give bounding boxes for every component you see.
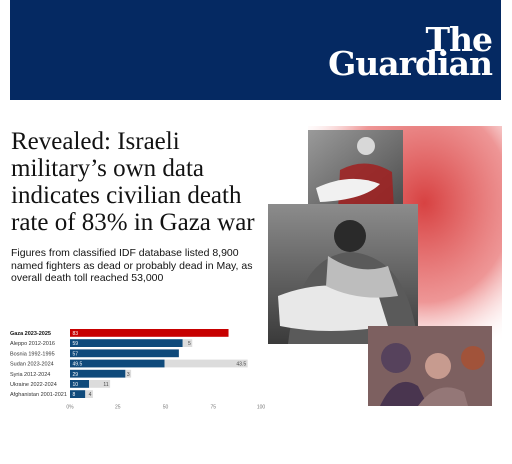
death-rate-chart: Gaza 2023-2025 83 Aleppo 2012-2016 59 5 Bosni…	[0, 322, 290, 412]
category-label-sudan-2023-2024: Sudan 2023-2024	[10, 362, 54, 368]
bar-remainder-syria-2012-2024	[125, 369, 132, 378]
bar-ukraine-2022-2024	[70, 380, 90, 388]
bar-value-label-gaza-2023-2025: 83	[73, 331, 79, 337]
bar-remainder-label-sudan-2023-2024: 43.5	[236, 362, 246, 368]
bar-remainder-sudan-2023-2024	[164, 359, 248, 368]
bar-remainder-afghanistan-2001-2021	[85, 390, 93, 398]
bar-syria-2012-2024	[70, 369, 126, 378]
photo-collage	[268, 126, 502, 409]
bar-afghanistan-2001-2021	[70, 390, 86, 398]
headline[interactable]: Revealed: Israeli military’s own data in…	[11, 128, 255, 236]
bar-value-label-bosnia-1992-1995: 57	[73, 351, 79, 357]
bar-remainder-label-afghanistan-2001-2021: 4	[89, 392, 92, 398]
bar-gaza-2023-2025	[70, 329, 229, 337]
masthead: The Guardian	[10, 0, 501, 100]
bar-value-label-afghanistan-2001-2021: 8	[73, 392, 76, 398]
standfirst: Figures from classified IDF database lis…	[11, 247, 253, 284]
x-tick-label-50: 50	[163, 404, 169, 410]
logo-line-guardian: Guardian	[328, 44, 493, 83]
bar-remainder-ukraine-2022-2024	[89, 380, 111, 388]
bar-value-label-ukraine-2022-2024: 10	[73, 382, 79, 388]
bar-remainder-label-ukraine-2022-2024: 11	[103, 382, 108, 388]
bar-aleppo-2012-2016	[70, 339, 183, 347]
bar-remainder-label-syria-2012-2024: 3	[127, 372, 130, 378]
category-label-bosnia-1992-1995: Bosnia 1992-1995	[10, 351, 55, 357]
x-tick-label-100: 100	[257, 404, 266, 410]
x-tick-label-25: 25	[115, 404, 121, 410]
photo-collage-illustration	[268, 126, 502, 409]
category-label-ukraine-2022-2024: Ukraine 2022-2024	[10, 382, 57, 388]
category-label-gaza-2023-2025: Gaza 2023-2025	[10, 331, 51, 337]
guardian-logo[interactable]: The Guardian	[328, 20, 493, 83]
bar-bosnia-1992-1995	[70, 349, 179, 358]
logo-line-the: The	[425, 20, 493, 59]
category-label-syria-2012-2024: Syria 2012-2024	[10, 372, 50, 378]
category-label-aleppo-2012-2016: Aleppo 2012-2016	[10, 341, 55, 347]
x-tick-label-75: 75	[210, 404, 216, 410]
category-label-afghanistan-2001-2021: Afghanistan 2001-2021	[10, 392, 67, 398]
x-tick-label-0: 0%	[66, 404, 74, 410]
bar-sudan-2023-2024	[70, 359, 165, 368]
bar-value-label-aleppo-2012-2016: 59	[73, 341, 79, 347]
bar-value-label-sudan-2023-2024: 49.5	[73, 362, 83, 368]
bar-remainder-aleppo-2012-2016	[182, 339, 193, 347]
bar-value-label-syria-2012-2024: 29	[73, 372, 79, 378]
bar-remainder-label-aleppo-2012-2016: 5	[188, 341, 191, 347]
